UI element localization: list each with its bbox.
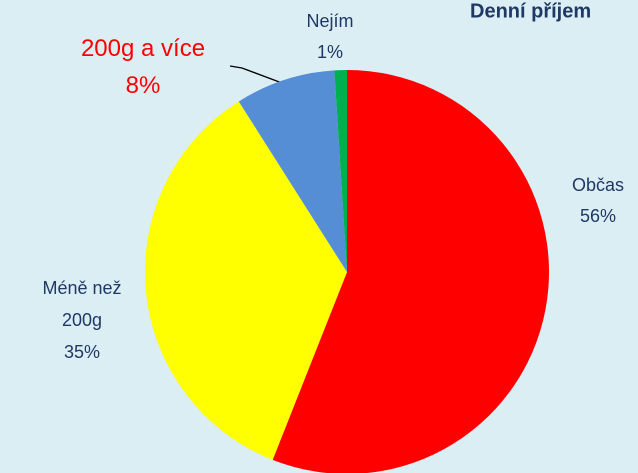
slice-label: 200g a více 8% <box>43 30 243 104</box>
category-label: Občas <box>571 175 625 195</box>
leader-line <box>229 65 283 84</box>
value-label: 1% <box>316 42 343 62</box>
value-label: 56% <box>579 206 617 226</box>
category-label: 200g a více <box>80 35 206 62</box>
category-label: Nejím <box>306 11 354 31</box>
value-label: 35% <box>63 342 101 362</box>
slice-label: Nejím 1% <box>290 6 370 68</box>
pie-slice <box>272 70 549 473</box>
pie-slice <box>238 70 347 273</box>
slice-label: Občas 56% <box>553 170 638 232</box>
category-label: Méně než 200g <box>42 278 122 330</box>
slice-label: Méně než 200g 35% <box>27 272 137 368</box>
pie-slice <box>144 101 347 460</box>
pie-slice <box>334 70 347 272</box>
chart-title: Denní příjem <box>470 0 591 22</box>
value-label: 8% <box>125 72 161 99</box>
